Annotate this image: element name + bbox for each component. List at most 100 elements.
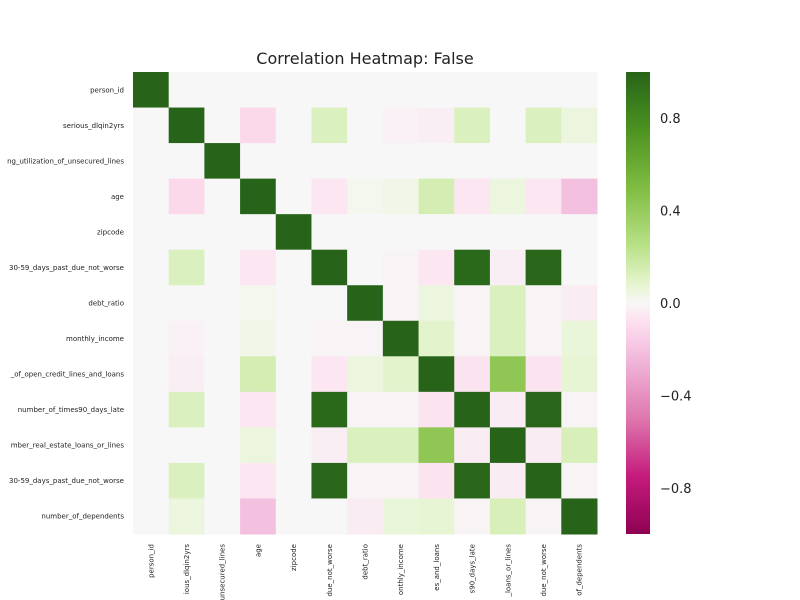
heatmap-cell-r4-c8: [418, 214, 455, 251]
heatmap-cell-r1-c0: [133, 107, 170, 144]
heatmap-cell-r0-c5: [311, 72, 348, 109]
heatmap-cell-r11-c4: [275, 462, 312, 499]
row-label: age: [111, 193, 124, 201]
row-label: debt_ratio: [88, 300, 124, 308]
heatmap-cell-r4-c4: [275, 214, 312, 251]
heatmap-cell-r6-c12: [561, 285, 598, 322]
heatmap-cell-r4-c12: [561, 214, 598, 251]
heatmap-cell-r10-c12: [561, 427, 598, 464]
heatmap-cell-r12-c1: [168, 498, 205, 535]
heatmap-cells: [133, 72, 598, 535]
heatmap-cell-r2-c8: [418, 143, 455, 180]
heatmap-cell-r7-c8: [418, 320, 455, 357]
heatmap-cell-r2-c1: [168, 143, 205, 180]
heatmap-cell-r9-c12: [561, 391, 598, 428]
heatmap-cell-r2-c2: [204, 143, 241, 180]
heatmap-cell-r7-c7: [382, 320, 420, 357]
heatmap-cell-r12-c0: [133, 498, 170, 535]
heatmap-cell-r10-c10: [489, 427, 527, 464]
heatmap-cell-r0-c7: [382, 72, 420, 109]
heatmap-cell-r7-c11: [525, 320, 562, 357]
heatmap-cell-r12-c12: [561, 498, 598, 535]
heatmap-cell-r1-c12: [561, 107, 598, 144]
column-label: es_and_loans: [433, 544, 441, 591]
heatmap-cell-r12-c10: [489, 498, 527, 535]
row-label: _of_open_credit_lines_and_loans: [10, 371, 125, 379]
colorbar-tick-label: 0.4: [660, 205, 681, 220]
heatmap-cell-r11-c12: [561, 462, 598, 499]
heatmap-cell-r6-c9: [454, 285, 491, 322]
colorbar: [626, 72, 650, 534]
heatmap-cell-r12-c9: [454, 498, 491, 535]
heatmap-cell-r2-c7: [382, 143, 420, 180]
heatmap-cell-r7-c10: [489, 320, 527, 357]
heatmap-cell-r9-c3: [240, 391, 277, 428]
heatmap-cell-r11-c6: [347, 462, 384, 499]
heatmap-cell-r9-c7: [382, 391, 420, 428]
heatmap-cell-r11-c3: [240, 462, 277, 499]
heatmap-cell-r12-c11: [525, 498, 562, 535]
column-label: person_id: [147, 544, 155, 578]
heatmap-cell-r11-c11: [525, 462, 562, 499]
column-label: zipcode: [290, 544, 298, 571]
row-label: mber_real_estate_loans_or_lines: [11, 442, 125, 450]
heatmap-cell-r1-c4: [275, 107, 312, 144]
heatmap-cell-r10-c11: [525, 427, 562, 464]
row-labels: person_id serious_dlqin2yrs ng_utilization…: [7, 86, 124, 520]
heatmap-cell-r4-c3: [240, 214, 277, 251]
heatmap-cell-r3-c6: [347, 178, 384, 215]
heatmap-cell-r4-c6: [347, 214, 384, 251]
heatmap-cell-r6-c0: [133, 285, 170, 322]
heatmap-cell-r8-c4: [275, 356, 312, 393]
row-label: number_of_dependents: [41, 513, 124, 521]
heatmap-cell-r8-c1: [168, 356, 205, 393]
heatmap-cell-r10-c7: [382, 427, 420, 464]
heatmap-cell-r5-c3: [240, 249, 277, 286]
heatmap-cell-r2-c11: [525, 143, 562, 180]
heatmap-cell-r8-c12: [561, 356, 598, 393]
column-label: s90_days_late: [469, 544, 477, 593]
heatmap-cell-r1-c9: [454, 107, 491, 144]
heatmap-cell-r0-c0: [133, 72, 170, 109]
heatmap-cell-r6-c5: [311, 285, 348, 322]
heatmap-cell-r7-c9: [454, 320, 491, 357]
heatmap-cell-r12-c3: [240, 498, 277, 535]
heatmap-cell-r5-c8: [418, 249, 455, 286]
heatmap-cell-r3-c10: [489, 178, 527, 215]
heatmap-cell-r10-c4: [275, 427, 312, 464]
heatmap-cell-r3-c3: [240, 178, 277, 215]
heatmap-cell-r12-c5: [311, 498, 348, 535]
heatmap-cell-r6-c4: [275, 285, 312, 322]
heatmap-cell-r12-c8: [418, 498, 455, 535]
heatmap-cell-r5-c5: [311, 249, 348, 286]
heatmap-cell-r10-c1: [168, 427, 205, 464]
heatmap-cell-r9-c4: [275, 391, 312, 428]
heatmap-cell-r5-c4: [275, 249, 312, 286]
heatmap-cell-r3-c11: [525, 178, 562, 215]
row-label: ng_utilization_of_unsecured_lines: [7, 157, 124, 165]
column-label: of_dependents: [576, 544, 584, 596]
heatmap-cell-r0-c1: [168, 72, 205, 109]
heatmap-cell-r3-c4: [275, 178, 312, 215]
heatmap-cell-r7-c4: [275, 320, 312, 357]
heatmap-cell-r4-c0: [133, 214, 170, 251]
heatmap-cell-r10-c0: [133, 427, 170, 464]
heatmap-cell-r7-c5: [311, 320, 348, 357]
heatmap-cell-r2-c0: [133, 143, 170, 180]
colorbar-tick-label: 0.8: [660, 112, 681, 127]
heatmap-cell-r11-c5: [311, 462, 348, 499]
heatmap-cell-r0-c10: [489, 72, 527, 109]
heatmap-cell-r7-c0: [133, 320, 170, 357]
heatmap-cell-r11-c2: [204, 462, 241, 499]
heatmap-cell-r10-c2: [204, 427, 241, 464]
heatmap-cell-r8-c6: [347, 356, 384, 393]
heatmap-cell-r3-c9: [454, 178, 491, 215]
heatmap-cell-r9-c10: [489, 391, 527, 428]
heatmap-cell-r7-c1: [168, 320, 205, 357]
heatmap-cell-r11-c8: [418, 462, 455, 499]
heatmap-cell-r11-c0: [133, 462, 170, 499]
heatmap-cell-r6-c8: [418, 285, 455, 322]
heatmap-cell-r12-c2: [204, 498, 241, 535]
heatmap-cell-r2-c12: [561, 143, 598, 180]
